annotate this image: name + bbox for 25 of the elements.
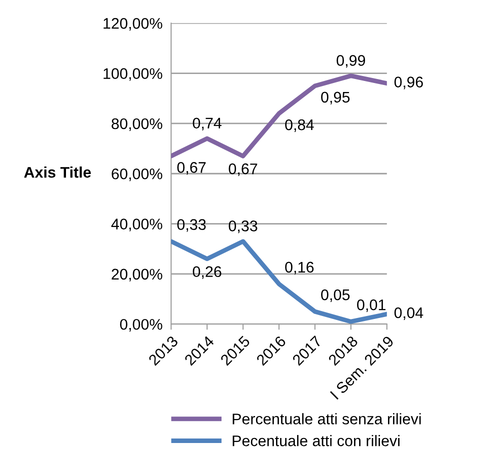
y-tick-label: 120,00% (104, 18, 162, 31)
data-label: 0,05 (321, 289, 350, 302)
data-label: 0,01 (357, 299, 386, 312)
data-label: 0,74 (192, 118, 222, 130)
y-tick-label: 0,00% (120, 318, 162, 332)
legend-label: Pecentuale atti con rilievi (232, 435, 400, 446)
data-label: 0,33 (177, 219, 206, 232)
data-label: 0,96 (394, 76, 423, 90)
data-label: 0,95 (321, 92, 350, 104)
data-label: 0,67 (228, 163, 258, 176)
data-label: 0,84 (285, 119, 314, 132)
y-tick-label: 60,00% (112, 168, 162, 182)
data-label: 0,26 (192, 266, 222, 279)
data-label: 0,16 (285, 262, 314, 274)
line-series (171, 74, 387, 158)
data-label: 0,04 (394, 307, 424, 320)
legend-label: Percentuale atti senza rilievi (232, 413, 421, 424)
y-tick-label: 40,00% (111, 218, 162, 232)
y-tick-label: 80,00% (112, 118, 162, 131)
y-tick-label: 20,00% (112, 268, 162, 282)
data-label: 0,99 (336, 55, 366, 68)
data-label: 0,67 (177, 162, 206, 175)
data-label: 0,33 (228, 220, 258, 234)
y-tick-label: 100,00% (104, 68, 162, 81)
y-axis-title: Axis Title (24, 166, 91, 178)
